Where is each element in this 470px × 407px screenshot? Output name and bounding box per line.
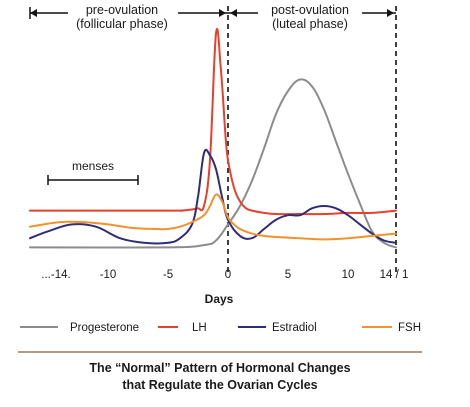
post-phase-arrowhead-left [230, 9, 237, 17]
series-line-fsh [29, 193, 397, 241]
x-tick-label: 14 / 1 [380, 269, 409, 281]
x-tick-label: -5 [163, 269, 173, 281]
x-tick-label: 0 [225, 269, 231, 281]
legend-label-estradiol: Estradiol [272, 322, 317, 334]
post-phase-arrowhead-right [387, 9, 394, 17]
series-line-progesterone [29, 78, 397, 249]
phase-post-label-line1: post-ovulation [271, 3, 349, 17]
pre-phase-arrowhead-left [30, 9, 37, 17]
phase-arrows [29, 6, 397, 272]
legend-label-lh: LH [192, 322, 207, 334]
x-tick-label: 10 [342, 269, 355, 281]
phase-pre-label-line1: pre-ovulation [86, 3, 158, 17]
caption: The “Normal” Pattern of Hormonal Changes… [0, 360, 440, 394]
menses-label: menses [72, 159, 114, 173]
x-tick-label: 5 [285, 269, 291, 281]
caption-line-1: The “Normal” Pattern of Hormonal Changes [89, 361, 351, 375]
caption-line-2: that Regulate the Ovarian Cycles [122, 378, 318, 392]
annotations: menses [47, 159, 139, 185]
x-axis: ...-14. -10 -5 0 5 10 14 / 1 [41, 269, 408, 281]
x-tick-label: ...-14. [41, 269, 70, 281]
legend: Progesterone LH Estradiol FSH [20, 322, 421, 334]
phase-post-label-line2: (luteal phase) [272, 17, 348, 31]
legend-label-progesterone: Progesterone [70, 322, 139, 334]
legend-label-fsh: FSH [398, 322, 421, 334]
x-tick-label: -10 [100, 269, 117, 281]
series-line-lh [29, 28, 397, 216]
phase-labels: pre-ovulation (follicular phase) post-ov… [76, 3, 349, 31]
x-axis-title: Days [205, 292, 234, 306]
series-line-estradiol [29, 148, 397, 245]
series-lines [29, 28, 397, 249]
phase-pre-label-line2: (follicular phase) [76, 17, 168, 31]
pre-phase-arrowhead-right [219, 9, 226, 17]
